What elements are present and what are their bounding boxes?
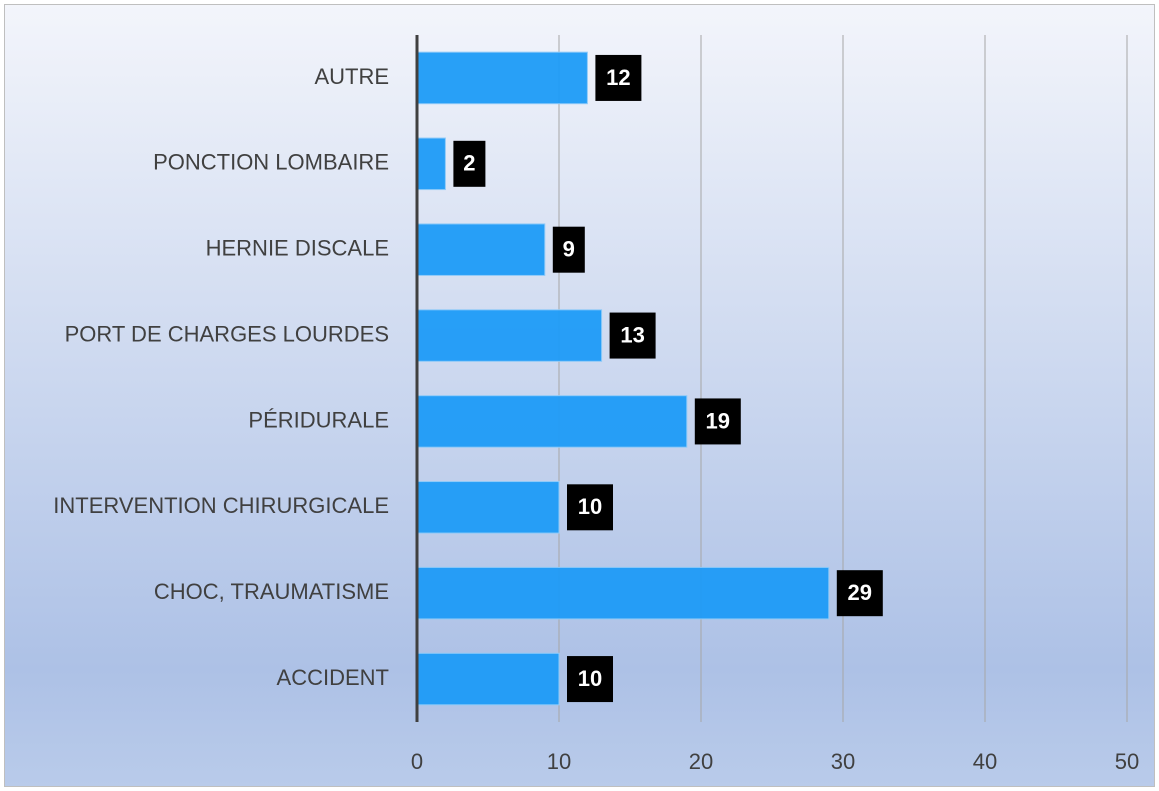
bar <box>416 223 546 276</box>
value-label-box <box>552 226 585 273</box>
value-label: 10 <box>578 666 602 691</box>
x-tick-label: 40 <box>973 749 997 774</box>
value-label-box <box>836 570 883 617</box>
bar <box>416 481 560 534</box>
bar <box>416 566 830 620</box>
y-tick-label: CHOC, TRAUMATISME <box>154 579 389 604</box>
value-label-box <box>567 656 613 703</box>
value-label-box <box>609 312 656 359</box>
y-tick-label: HERNIE DISCALE <box>206 236 389 261</box>
x-tick-label: 0 <box>411 749 423 774</box>
value-label-box <box>694 398 741 445</box>
y-tick-label: AUTRE <box>314 64 389 89</box>
x-tick-label: 30 <box>831 749 855 774</box>
value-label: 12 <box>606 65 630 90</box>
value-label: 10 <box>578 494 602 519</box>
bar <box>416 309 603 362</box>
value-label-box <box>453 140 486 187</box>
bar <box>416 51 588 105</box>
bar <box>416 395 688 448</box>
value-label: 29 <box>848 580 872 605</box>
value-label-box <box>567 484 613 531</box>
bar <box>416 137 446 191</box>
value-label: 13 <box>620 322 644 347</box>
x-tick-label: 10 <box>547 749 571 774</box>
value-label: 19 <box>706 408 730 433</box>
value-label: 9 <box>563 237 575 262</box>
y-tick-label: INTERVENTION CHIRURGICALE <box>53 493 389 518</box>
value-label: 2 <box>463 151 475 176</box>
value-label-box <box>595 54 642 101</box>
y-tick-label: ACCIDENT <box>277 665 389 690</box>
bar <box>416 652 560 706</box>
x-tick-label: 50 <box>1115 749 1139 774</box>
x-tick-label: 20 <box>689 749 713 774</box>
y-tick-label: PORT DE CHARGES LOURDES <box>65 321 389 346</box>
y-tick-label: PÉRIDURALE <box>248 407 389 432</box>
y-tick-label: PONCTION LOMBAIRE <box>153 150 389 175</box>
